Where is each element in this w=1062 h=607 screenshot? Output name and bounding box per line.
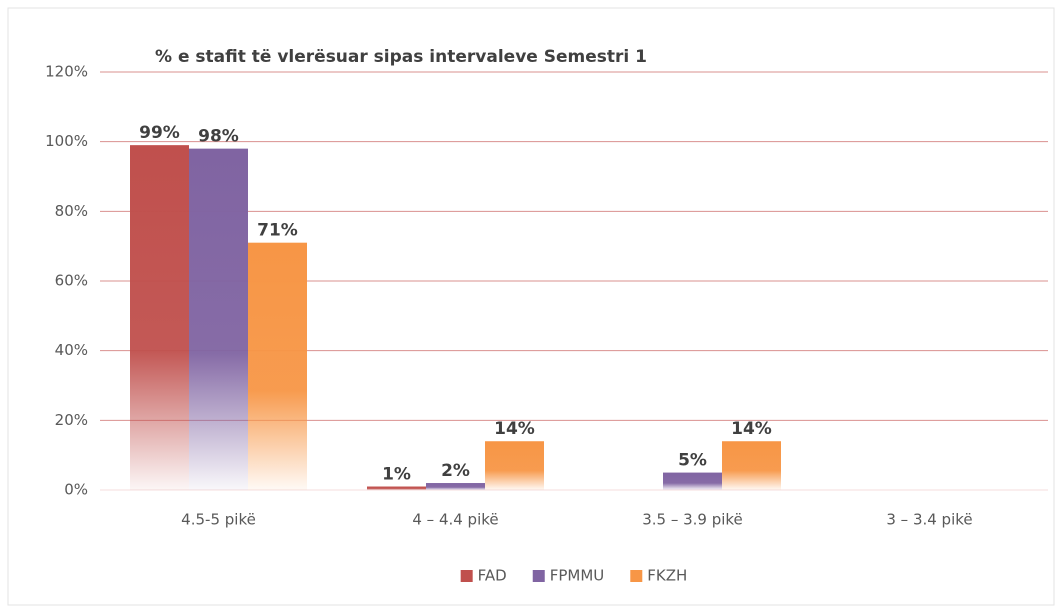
data-label: 99% bbox=[139, 123, 180, 143]
legend-swatch bbox=[630, 570, 643, 582]
data-label: 14% bbox=[731, 419, 772, 439]
bar bbox=[722, 441, 781, 490]
bar bbox=[663, 472, 722, 490]
data-label: 14% bbox=[494, 419, 535, 439]
bar bbox=[248, 242, 307, 490]
x-tick-label: 4.5-5 pikë bbox=[181, 511, 256, 529]
data-label: 1% bbox=[382, 465, 411, 485]
data-label: 2% bbox=[441, 461, 470, 481]
data-label: 5% bbox=[678, 451, 707, 471]
legend-label: FKZH bbox=[647, 567, 687, 585]
legend-label: FAD bbox=[478, 567, 507, 585]
x-tick-label: 4 – 4.4 pikë bbox=[412, 511, 498, 529]
y-tick-label: 120% bbox=[45, 63, 88, 81]
bar bbox=[189, 148, 248, 490]
y-tick-label: 20% bbox=[55, 411, 88, 429]
x-tick-label: 3.5 – 3.9 pikë bbox=[642, 511, 743, 529]
data-label: 98% bbox=[198, 127, 239, 147]
bar bbox=[485, 441, 544, 490]
y-tick-label: 100% bbox=[45, 132, 88, 150]
data-label: 71% bbox=[257, 221, 298, 241]
bar bbox=[367, 486, 426, 490]
y-tick-label: 80% bbox=[55, 202, 88, 220]
y-tick-label: 40% bbox=[55, 341, 88, 359]
legend-swatch bbox=[532, 570, 545, 582]
legend-swatch bbox=[460, 570, 473, 582]
bar bbox=[130, 145, 189, 490]
chart-title: % e stafit të vlerësuar sipas intervalev… bbox=[155, 47, 647, 67]
bar bbox=[426, 483, 485, 490]
legend-label: FPMMU bbox=[550, 567, 605, 585]
y-tick-label: 60% bbox=[55, 272, 88, 290]
x-tick-label: 3 – 3.4 pikë bbox=[886, 511, 972, 529]
y-tick-label: 0% bbox=[64, 481, 88, 499]
